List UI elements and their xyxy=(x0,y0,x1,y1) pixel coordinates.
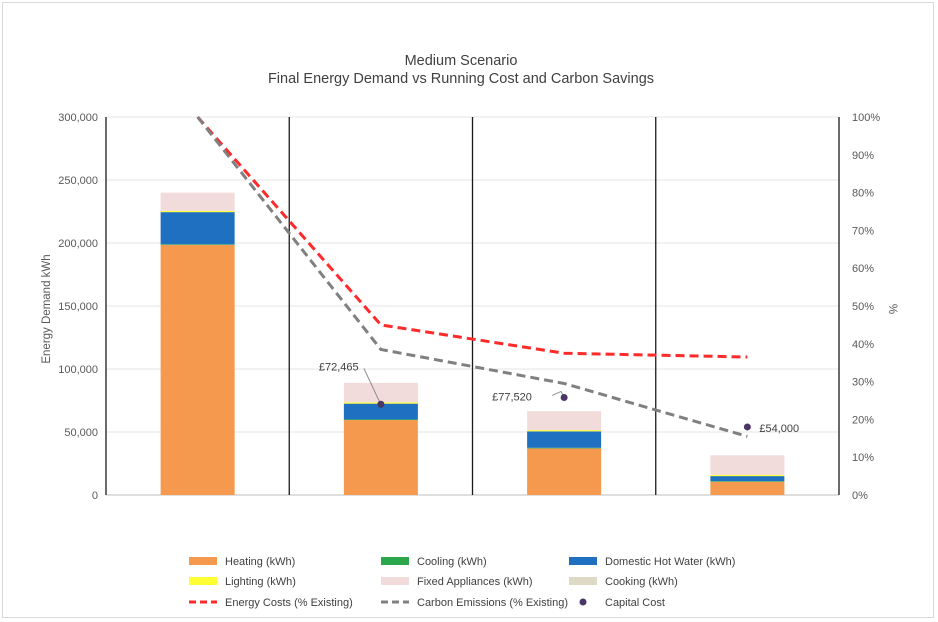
y2-tick-label: 0% xyxy=(852,490,868,502)
bar-segment xyxy=(527,447,602,449)
y2-tick-label: 80% xyxy=(852,188,874,200)
legend-label: Capital Cost xyxy=(605,597,665,609)
y-tick-label: 200,000 xyxy=(58,238,98,250)
legend-swatch xyxy=(569,557,597,565)
line-series-path xyxy=(196,116,748,359)
chart-title: Medium Scenario xyxy=(405,53,518,69)
legend-swatch xyxy=(569,577,597,585)
bar-segment xyxy=(160,192,235,211)
bar-segment xyxy=(710,474,785,477)
capital-cost-label: £72,465 xyxy=(319,361,359,373)
y2-tick-label: 100% xyxy=(852,112,880,124)
bar-segment xyxy=(527,448,602,495)
y-tick-label: 300,000 xyxy=(58,112,98,124)
bar-segment xyxy=(710,476,785,482)
bar-segment xyxy=(710,455,785,475)
y2-tick-label: 30% xyxy=(852,377,874,389)
legend-label: Domestic Hot Water (kWh) xyxy=(605,556,735,568)
right-axis-ticks: 0% 10% 20% 30% 40% 50% 60% 70% 80% 90% 100% xyxy=(852,112,880,502)
capital-cost-label: £77,520 xyxy=(492,391,532,403)
bar-segment xyxy=(343,382,418,403)
legend: Heating (kWh) Cooling (kWh) Domestic Hot W… xyxy=(189,556,735,609)
legend-label: Energy Costs (% Existing) xyxy=(225,597,353,609)
y2-tick-label: 10% xyxy=(852,452,874,464)
y-axis-label: Energy Demand kWh xyxy=(41,254,53,363)
bar-segment xyxy=(160,244,235,245)
legend-swatch xyxy=(579,598,587,606)
line-series-path xyxy=(196,116,748,438)
y2-tick-label: 40% xyxy=(852,339,874,351)
capital-cost-label: £54,000 xyxy=(759,423,799,435)
legend-swatch xyxy=(381,557,409,565)
capital-cost-point xyxy=(743,423,751,431)
y-tick-label: 50,000 xyxy=(64,427,98,439)
category-separators xyxy=(105,117,840,495)
left-axis-ticks: 0 50,000 100,000 150,000 200,000 250,000 300,0… xyxy=(58,112,98,502)
y-tick-label: 100,000 xyxy=(58,364,98,376)
capital-cost-point xyxy=(377,400,385,408)
legend-label: Cooling (kWh) xyxy=(417,556,487,568)
legend-swatch xyxy=(189,577,217,585)
bar-segment xyxy=(343,403,418,420)
legend-label: Lighting (kWh) xyxy=(225,576,296,588)
bar-segment xyxy=(160,212,235,245)
capital-cost-point xyxy=(560,393,568,401)
bar-segment xyxy=(527,430,602,432)
bar-segment xyxy=(527,411,602,431)
y2-tick-label: 90% xyxy=(852,150,874,162)
y2-tick-label: 70% xyxy=(852,225,874,237)
y-tick-label: 150,000 xyxy=(58,301,98,313)
line-series xyxy=(196,116,748,438)
bar-segment xyxy=(343,420,418,495)
y2-tick-label: 60% xyxy=(852,263,874,275)
bar-segment xyxy=(710,481,785,482)
y-tick-label: 250,000 xyxy=(58,175,98,187)
legend-swatch xyxy=(189,557,217,565)
chart-subtitle: Final Energy Demand vs Running Cost and … xyxy=(268,71,654,87)
legend-label: Heating (kWh) xyxy=(225,556,295,568)
legend-label: Cooking (kWh) xyxy=(605,576,678,588)
bar-segment xyxy=(160,210,235,213)
chart-canvas: Medium Scenario Final Energy Demand vs R… xyxy=(41,53,898,609)
legend-label: Carbon Emissions (% Existing) xyxy=(417,597,568,609)
capital-cost-points: £72,465 £77,520 £54,000 xyxy=(319,361,799,435)
bar-segment xyxy=(710,481,785,495)
legend-label: Fixed Appliances (kWh) xyxy=(417,576,533,588)
bar-segment xyxy=(527,431,602,448)
stacked-bars xyxy=(160,192,785,495)
y-tick-label: 0 xyxy=(92,490,98,502)
y2-axis-label: % xyxy=(886,304,898,314)
legend-swatch xyxy=(381,577,409,585)
bar-segment xyxy=(343,419,418,421)
bar-segment xyxy=(160,244,235,495)
y2-tick-label: 20% xyxy=(852,414,874,426)
y2-tick-label: 50% xyxy=(852,301,874,313)
